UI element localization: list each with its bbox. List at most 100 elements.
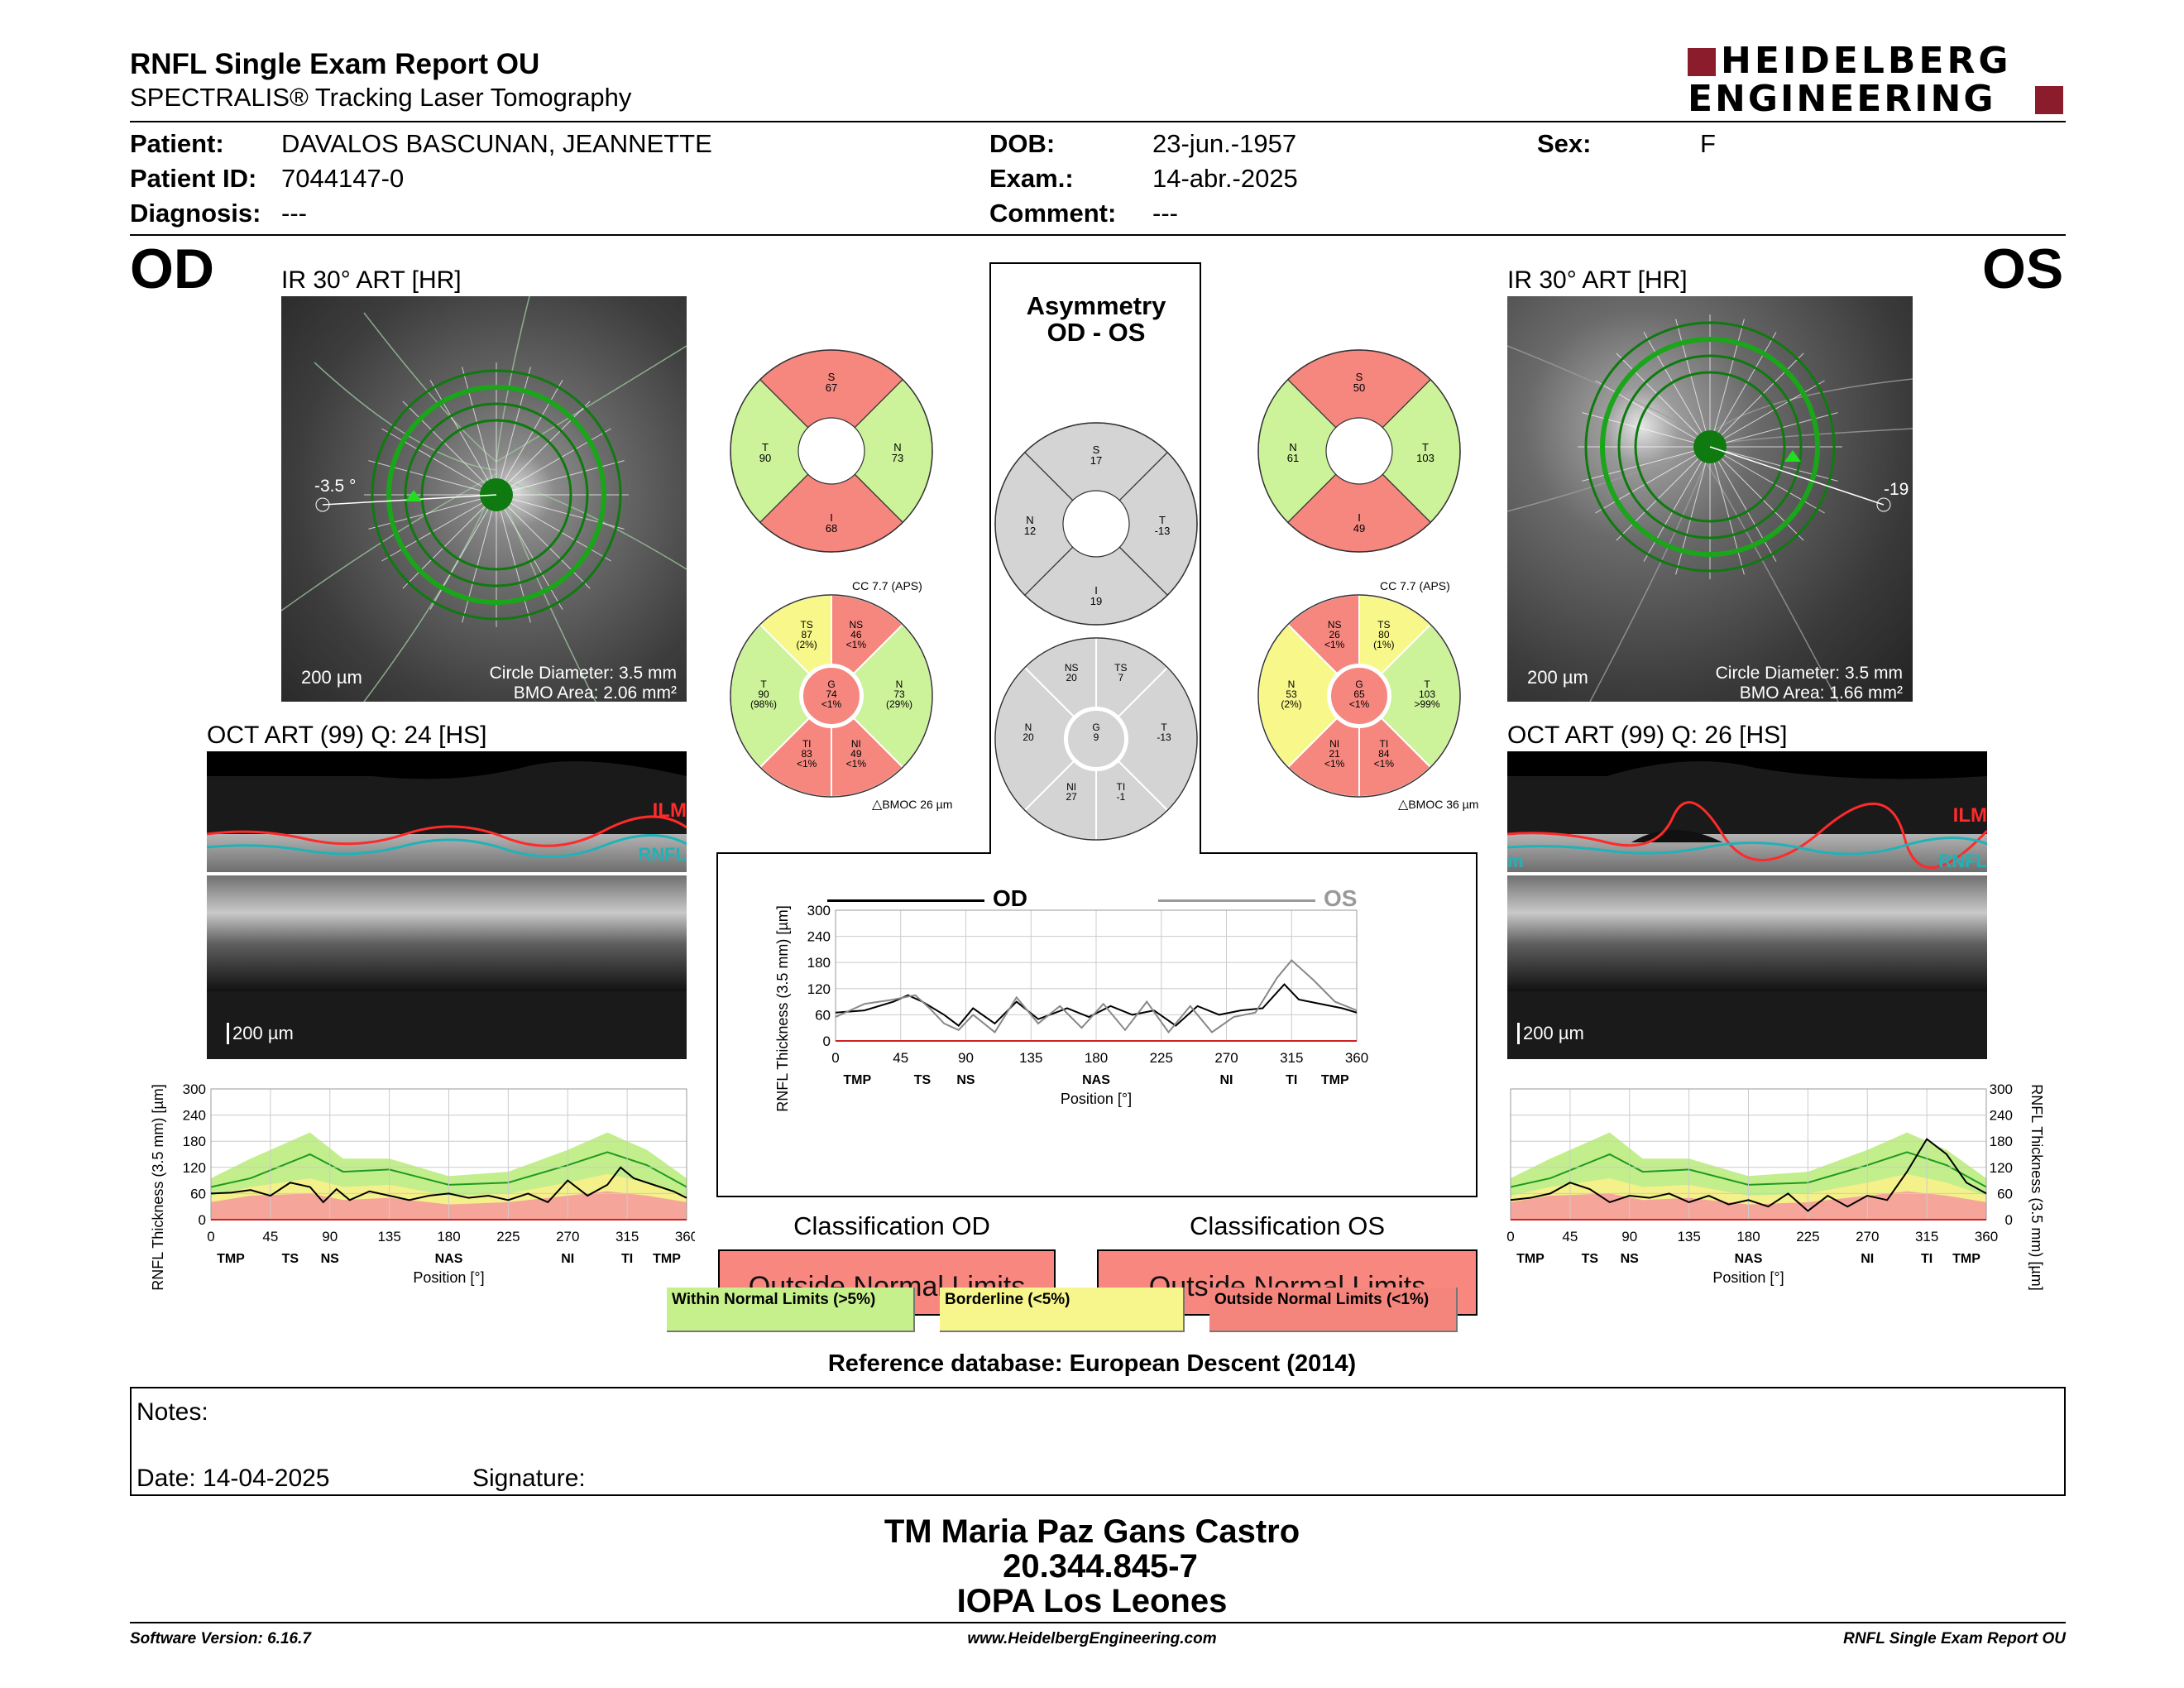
website-link[interactable]: www.HeidelbergEngineering.com — [967, 1630, 1217, 1647]
os-chart-ytick: 300 — [1990, 1081, 2013, 1097]
sex: F — [1700, 129, 1716, 158]
od-ilm-label: ILM — [652, 799, 687, 822]
os-label: OS — [1982, 237, 2064, 300]
os-chart-xtick: 90 — [1621, 1229, 1637, 1244]
center-chart-sector-tick: NS — [956, 1073, 975, 1087]
od-rnfl-thickness-chart: 300 240 180 120 60 00 45 90 135 180 225 270 315 360 TM… — [150, 1081, 695, 1291]
od-chart-ytick: 240 — [183, 1108, 206, 1124]
comment: --- — [1152, 199, 1178, 228]
asym-sect-label-ni: NI 27 — [1066, 781, 1077, 803]
os-quad-label-i: I 49 — [1353, 511, 1365, 535]
od-chart-ytick: 120 — [183, 1160, 206, 1176]
od-chart-xtick: 315 — [615, 1229, 639, 1244]
os-fundus-image: -19 200 µm Circle Diameter: 3.5 mm BMO A… — [1507, 296, 1913, 702]
heidelberg-logo: HEIDELBERG ENGINEERING — [1688, 43, 2068, 117]
center-chart-xtick: 225 — [1150, 1050, 1173, 1066]
notes-label: Notes: — [136, 1398, 208, 1426]
od-oct-title: OCT ART (99) Q: 24 [HS] — [207, 722, 487, 749]
classification-od-title: Classification OD — [793, 1211, 990, 1240]
os-chart-xtick: 270 — [1856, 1229, 1879, 1244]
footer-rule — [130, 1622, 2066, 1623]
od-chart-xtick: 0 — [207, 1229, 214, 1244]
od-cc-label: CC 7.7 (APS) — [852, 579, 922, 592]
od-chart-sector-tick: TI — [621, 1252, 633, 1266]
os-circle-diameter: Circle Diameter: 3.5 mm — [1715, 664, 1903, 683]
os-quadrant-chart: S 50 T 103 I 49 N 61 — [1257, 349, 1461, 553]
od-chart-xtick: 45 — [262, 1229, 278, 1244]
os-chart-xtick: 135 — [1677, 1229, 1700, 1244]
os-chart-ytick: 120 — [1990, 1160, 2013, 1176]
od-angle-label: -3.5 ° — [314, 477, 357, 496]
os-sect-label-ns: NS 26 <1% — [1324, 619, 1345, 650]
legend-od-label: OD — [993, 885, 1027, 911]
od-chart-sector-tick: NAS — [435, 1252, 463, 1266]
od-scan-circle-overlay — [281, 296, 687, 702]
od-fundus-image: -3.5 ° 200 µm Circle Diameter: 3.5 mm BM… — [281, 296, 687, 702]
od-chart-sector-tick: TMP — [217, 1252, 245, 1266]
asym-sect-label-ts: TS 7 — [1114, 662, 1127, 683]
asym-quad-label-n: N 12 — [1024, 514, 1036, 537]
center-chart-series-os — [835, 959, 1358, 1034]
os-chart-ytick: 60 — [1997, 1186, 2013, 1201]
asym-sect-label-n: N 20 — [1023, 722, 1034, 743]
od-rnfl-label: RNFL — [638, 844, 687, 865]
od-ir-title: IR 30° ART [HR] — [281, 266, 462, 294]
os-sect-label-n: N 53 (2%) — [1281, 679, 1301, 710]
center-chart-xtick: 360 — [1345, 1050, 1368, 1066]
od-chart-xtick: 180 — [437, 1229, 460, 1244]
od-chart-xtick: 90 — [322, 1229, 338, 1244]
os-chart-ytick: 0 — [2005, 1212, 2013, 1228]
od-sect-label-ts: TS 87 (2%) — [796, 619, 817, 650]
os-chart-xtick: 45 — [1562, 1229, 1578, 1244]
os-chart-sector-tick: TI — [1921, 1252, 1933, 1266]
od-chart-sector-tick: TS — [282, 1252, 299, 1266]
center-chart-xtick: 180 — [1085, 1050, 1108, 1066]
os-sect-label-t: T 103 >99% — [1414, 679, 1439, 710]
center-chart-sector-tick: TMP — [1321, 1073, 1349, 1087]
diagnosis: --- — [281, 199, 307, 228]
os-sect-label-g: G 65 <1% — [1349, 679, 1370, 710]
os-rnfl-label: RNFL — [1938, 851, 1987, 871]
asym-sect-label-t: T -13 — [1157, 722, 1171, 743]
od-chart-xtick: 225 — [496, 1229, 520, 1244]
os-sect-label-ni: NI 21 <1% — [1324, 738, 1345, 770]
od-quad-label-t: T 90 — [759, 441, 771, 464]
os-angle-label: -19 — [1884, 480, 1909, 499]
os-chart-sector-tick: NS — [1621, 1252, 1640, 1266]
od-sect-label-g: G 74 <1% — [821, 679, 842, 710]
center-chart-xlabel: Position [°] — [1061, 1091, 1132, 1107]
report-subtitle: SPECTRALIS® Tracking Laser Tomography — [130, 83, 632, 112]
os-image-scale: 200 µm — [1527, 667, 1588, 688]
od-quad-label-n: N 73 — [892, 441, 903, 464]
center-chart-ytick: 120 — [807, 981, 831, 997]
patient-id: 7044147-0 — [281, 164, 405, 193]
od-image-scale: 200 µm — [301, 667, 362, 688]
od-sect-label-t: T 90 (98%) — [750, 679, 777, 710]
os-chart-sector-tick: TMP — [1516, 1252, 1545, 1266]
od-quad-label-s: S 67 — [826, 371, 837, 394]
od-chart-ytick: 180 — [183, 1134, 206, 1149]
os-bmo-area: BMO Area: 1.66 mm² — [1739, 683, 1903, 702]
os-quad-label-t: T 103 — [1416, 441, 1434, 464]
os-rnfl-partial-label: m — [1507, 851, 1524, 871]
dob: 23-jun.-1957 — [1152, 129, 1297, 158]
os-quad-label-s: S 50 — [1353, 371, 1365, 394]
od-quadrant-chart: S 67 N 73 I 68 T 90 — [730, 349, 933, 553]
od-chart-xtick: 135 — [377, 1229, 400, 1244]
asym-sect-sector-g — [1066, 709, 1126, 769]
legend-borderline: Borderline (<5%) — [940, 1288, 1185, 1332]
os-ir-title: IR 30° ART [HR] — [1507, 266, 1688, 294]
od-bmoc-label: △BMOC 26 µm — [872, 798, 953, 812]
od-circle-diameter: Circle Diameter: 3.5 mm — [489, 664, 677, 683]
os-chart-ylabel: RNFL Thickness (3.5 mm) [µm] — [2028, 1084, 2045, 1290]
legend-within-normal: Within Normal Limits (>5%) — [667, 1288, 915, 1332]
os-oct-bscan: ILM RNFL m 200 µm — [1507, 751, 1987, 1059]
od-sect-label-ni: NI 49 <1% — [846, 738, 867, 770]
report-title: RNFL Single Exam Report OU — [130, 48, 540, 80]
software-version: Software Version: 6.16.7 — [130, 1630, 311, 1647]
os-chart-sector-tick: TS — [1582, 1252, 1599, 1266]
notes-box[interactable]: Notes: Date: 14-04-2025 Signature: — [130, 1387, 2066, 1496]
od-oct-bscan: ILM RNFL 200 µm — [207, 751, 687, 1059]
os-oct-scale: 200 µm — [1517, 1023, 1584, 1044]
